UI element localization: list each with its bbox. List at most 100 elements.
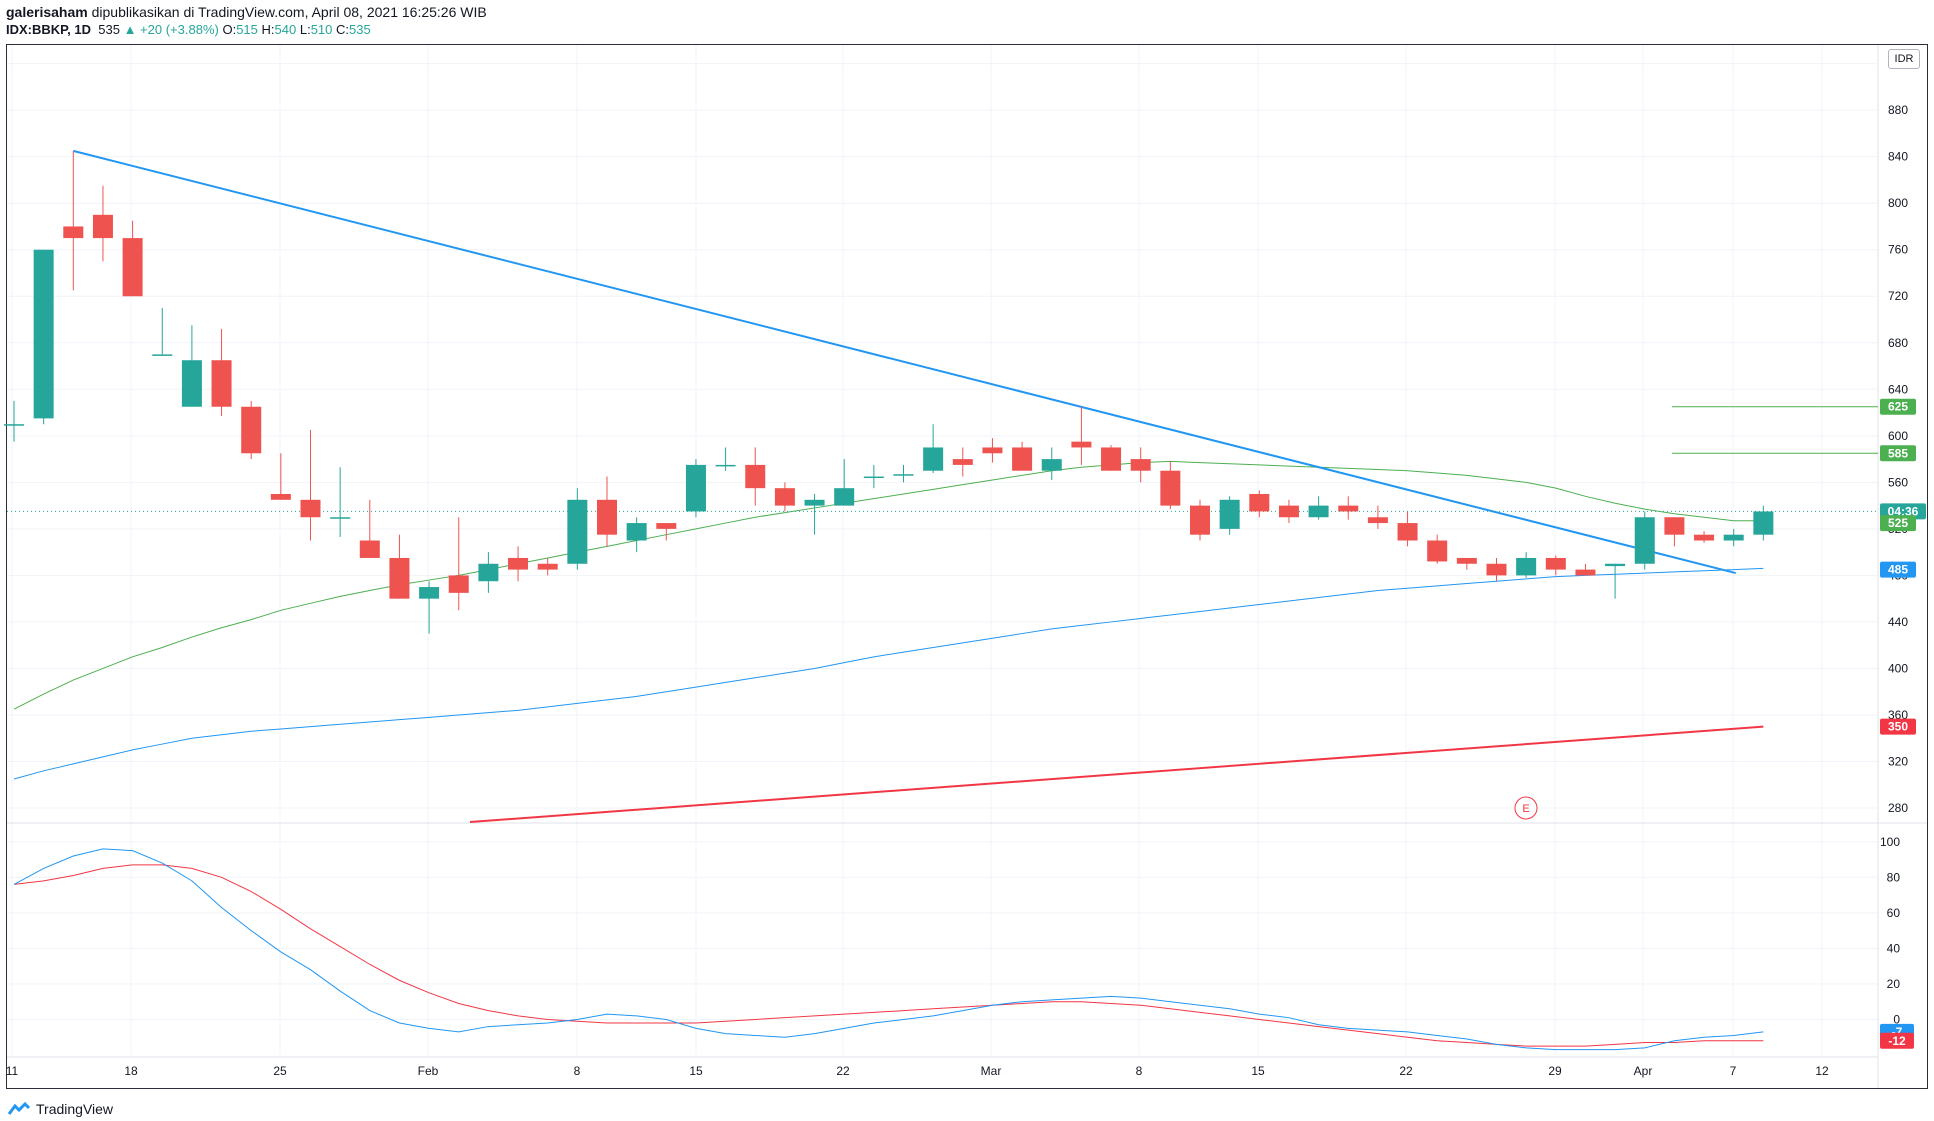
- date-tick-label: 29: [1548, 1064, 1562, 1078]
- price-badge-label: 585: [1888, 446, 1908, 460]
- date-tick-label: Mar: [981, 1064, 1002, 1078]
- open-value: 515: [236, 22, 258, 37]
- tradingview-logo-icon: [8, 1102, 30, 1115]
- date-tick-label: 8: [1136, 1064, 1143, 1078]
- candle-body: [1486, 563, 1507, 576]
- price-badge: [1880, 445, 1916, 462]
- brand-name: TradingView: [36, 1101, 114, 1117]
- price-tick-label: 800: [1888, 196, 1908, 210]
- candle-body: [952, 459, 973, 465]
- candle-body: [300, 499, 321, 518]
- osc-tick-label: 20: [1887, 977, 1901, 991]
- candle-body: [685, 464, 706, 512]
- price-tick-label: 880: [1888, 103, 1908, 117]
- candle-body: [1516, 557, 1537, 576]
- date-tick-label: 12: [1815, 1064, 1829, 1078]
- price-badge: [1880, 718, 1916, 735]
- ma-red-line: [469, 725, 1764, 823]
- low-value: 510: [310, 22, 333, 37]
- candle-body: [715, 464, 736, 467]
- candle-body: [419, 587, 440, 599]
- price-badge-label: 485: [1888, 563, 1908, 577]
- candle-body: [1041, 459, 1062, 471]
- candle-body: [745, 464, 766, 489]
- tradingview-footer[interactable]: TradingView: [8, 1101, 113, 1117]
- candle-body: [478, 563, 499, 582]
- candle-body: [1575, 569, 1596, 576]
- candle-body: [1071, 441, 1092, 448]
- osc-tick-label: 80: [1887, 870, 1901, 884]
- candle-body: [1427, 540, 1448, 562]
- candle-body: [1308, 505, 1329, 518]
- candle-body: [656, 523, 677, 529]
- candle-body: [152, 354, 173, 356]
- candle-body: [211, 360, 232, 407]
- price-tick-label: 320: [1888, 755, 1908, 769]
- candle-body: [181, 360, 202, 407]
- candle-body: [1753, 511, 1774, 535]
- candle-body: [63, 226, 84, 239]
- candle-body: [1130, 459, 1151, 471]
- candle-body: [982, 447, 1003, 454]
- date-tick-label: 22: [1399, 1064, 1413, 1078]
- osc-tick-label: 100: [1880, 835, 1900, 849]
- publish-line: galerisaham dipublikasikan di TradingVie…: [6, 3, 487, 21]
- candle-body: [567, 499, 588, 564]
- candle-body: [33, 249, 54, 419]
- price-tick-label: 400: [1888, 661, 1908, 675]
- candle-body: [863, 476, 884, 479]
- osc-badge: [1880, 1032, 1914, 1049]
- high-value: 540: [274, 22, 297, 37]
- candle-body: [1012, 447, 1033, 471]
- earnings-circle: [1514, 796, 1538, 820]
- price-badge-label: 525: [1888, 516, 1908, 530]
- oscillator-k-line: [13, 848, 1764, 1051]
- close-value: 535: [349, 22, 371, 37]
- candle-body: [4, 424, 24, 426]
- candle-body: [1249, 493, 1270, 512]
- price-badge-label: 625: [1888, 400, 1908, 414]
- chart-frame[interactable]: [6, 44, 1928, 1089]
- candle-body: [389, 557, 410, 599]
- candle-body: [1367, 517, 1388, 524]
- candle-body: [359, 540, 380, 558]
- candle-body: [508, 557, 529, 570]
- price-tick-label: 440: [1888, 615, 1908, 629]
- close-label: C:: [336, 22, 350, 37]
- last-price: 535: [98, 22, 120, 37]
- ohlc-line: IDX:BBKP, 1D 535 ▲ +20 (+3.88%) O:515 H:…: [6, 21, 487, 39]
- osc-tick-label: 40: [1887, 941, 1901, 955]
- date-tick-label: 7: [1730, 1064, 1737, 1078]
- candle-body: [1634, 517, 1655, 564]
- price-tick-label: 280: [1888, 801, 1908, 815]
- osc-tick-label: 60: [1887, 906, 1901, 920]
- candle-body: [804, 499, 825, 506]
- currency-unit-button[interactable]: IDR: [1888, 49, 1920, 69]
- date-tick-label: Apr: [1634, 1064, 1653, 1078]
- candle-body: [834, 488, 855, 506]
- ma-blue-line: [13, 567, 1764, 780]
- candle-body: [1723, 534, 1744, 541]
- price-badge: [1880, 561, 1916, 578]
- date-tick-label: 8: [574, 1064, 581, 1078]
- date-tick-label: 15: [1251, 1064, 1265, 1078]
- candle-body: [626, 523, 647, 541]
- price-badge: [1880, 515, 1916, 532]
- earnings-label: E: [1522, 803, 1529, 815]
- candle-body: [1545, 557, 1566, 570]
- candle-body: [893, 474, 914, 476]
- date-tick-label: Feb: [418, 1064, 439, 1078]
- candle-body: [1456, 557, 1477, 564]
- symbol-label[interactable]: IDX:BBKP, 1D: [6, 22, 92, 37]
- downtrend-line: [73, 149, 1736, 575]
- ma-green-line: [13, 460, 1764, 710]
- candle-body: [1190, 505, 1210, 535]
- price-tick-label: 360: [1888, 708, 1908, 722]
- candle-body: [1605, 563, 1626, 567]
- price-tick-label: 760: [1888, 243, 1908, 257]
- price-tick-label: 560: [1888, 475, 1908, 489]
- earnings-marker: E: [1514, 796, 1538, 820]
- author-name[interactable]: galerisaham: [6, 4, 88, 20]
- candle-body: [597, 499, 617, 535]
